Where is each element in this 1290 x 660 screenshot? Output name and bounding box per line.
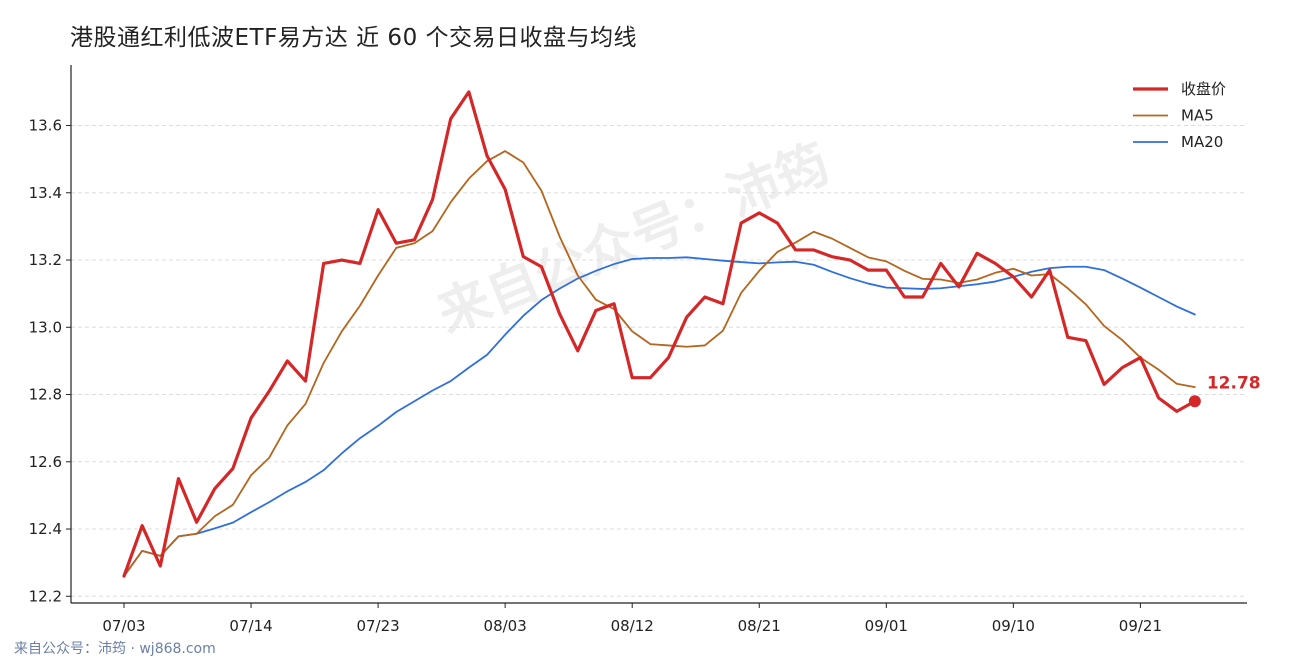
y-tick-label: 12.2 (29, 587, 62, 605)
x-tick-label: 09/01 (865, 617, 908, 635)
y-tick-label: 12.8 (29, 386, 62, 404)
x-tick-label: 07/03 (102, 617, 145, 635)
y-tick-label: 12.6 (29, 453, 62, 471)
x-ticks: 07/03 07/14 07/23 08/03 08/12 08/21 09/01 09/10… (102, 603, 1162, 635)
y-tick-label: 13.0 (29, 318, 62, 336)
grid-lines (71, 125, 1247, 597)
footer-credit: 来自公众号：沛筠 · wj868.com (14, 641, 216, 657)
last-value-label: 12.78 (1207, 373, 1261, 393)
y-ticks: 12.2 12.4 12.6 12.8 13.0 13.2 13.4 13.6 (29, 117, 71, 605)
x-tick-label: 09/21 (1119, 617, 1162, 635)
y-tick-label: 13.2 (29, 251, 62, 269)
chart-title: 港股通红利低波ETF易方达 近 60 个交易日收盘与均线 (70, 25, 638, 51)
x-tick-label: 08/03 (484, 617, 527, 635)
ma5-line (123, 150, 1196, 577)
legend-label: MA5 (1181, 107, 1214, 125)
close-price-line (122, 90, 1197, 578)
legend-label: 收盘价 (1181, 80, 1226, 98)
x-tick-label: 07/14 (229, 617, 272, 635)
ma20-line (123, 256, 1196, 577)
y-tick-label: 12.4 (29, 520, 62, 538)
last-point: 12.78 (1188, 373, 1261, 408)
y-tick-label: 13.6 (29, 117, 62, 135)
legend: 收盘价 MA5 MA20 (1133, 80, 1226, 151)
last-point-marker (1188, 395, 1201, 408)
legend-label: MA20 (1181, 133, 1223, 151)
series-lines (122, 90, 1197, 578)
y-tick-label: 13.4 (29, 184, 62, 202)
x-tick-label: 09/10 (992, 617, 1035, 635)
x-tick-label: 07/23 (356, 617, 399, 635)
x-tick-label: 08/21 (738, 617, 781, 635)
x-tick-label: 08/12 (611, 617, 654, 635)
axes (70, 65, 1247, 604)
